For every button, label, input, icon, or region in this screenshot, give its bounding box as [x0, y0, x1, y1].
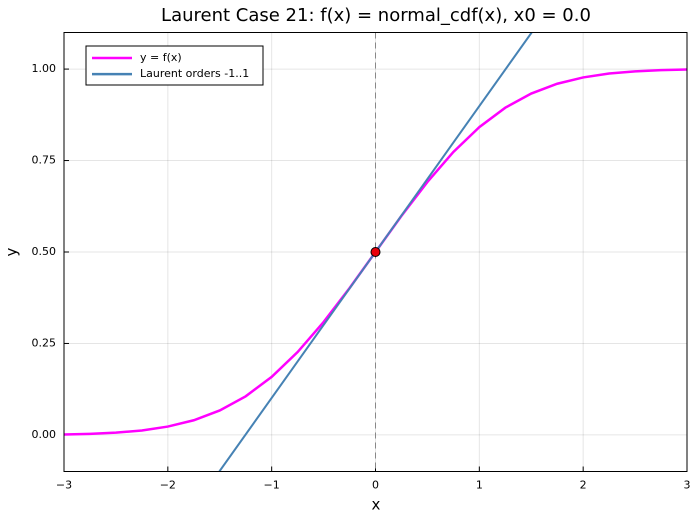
y-tick-label: 0.75 — [32, 154, 57, 167]
y-axis-label: y — [3, 247, 21, 256]
x-tick-label: 2 — [580, 479, 587, 492]
legend-box — [85, 45, 264, 86]
x-tick-label: 3 — [684, 479, 691, 492]
y-tick-label: 1.00 — [32, 62, 57, 75]
x-tick-label: −1 — [264, 479, 280, 492]
x-axis-label: x — [372, 496, 381, 514]
legend-label: y = f(x) — [140, 51, 182, 64]
chart-title: Laurent Case 21: f(x) = normal_cdf(x), x… — [161, 5, 591, 26]
expansion-point — [370, 247, 381, 257]
x-tick-label: −3 — [56, 479, 72, 492]
legend: y = f(x) Laurent orders -1..1 — [85, 45, 264, 86]
y-tick-label: 0.50 — [32, 245, 57, 258]
plot-frame — [63, 32, 688, 472]
x-tick-label: −2 — [160, 479, 176, 492]
x-tick-label: 1 — [476, 479, 483, 492]
x-tick-label: 0 — [372, 479, 379, 492]
legend-label: Laurent orders -1..1 — [140, 67, 249, 80]
y-tick-label: 0.25 — [32, 336, 57, 349]
plot-area — [64, 32, 687, 472]
y-tick-label: 0.00 — [32, 428, 57, 441]
